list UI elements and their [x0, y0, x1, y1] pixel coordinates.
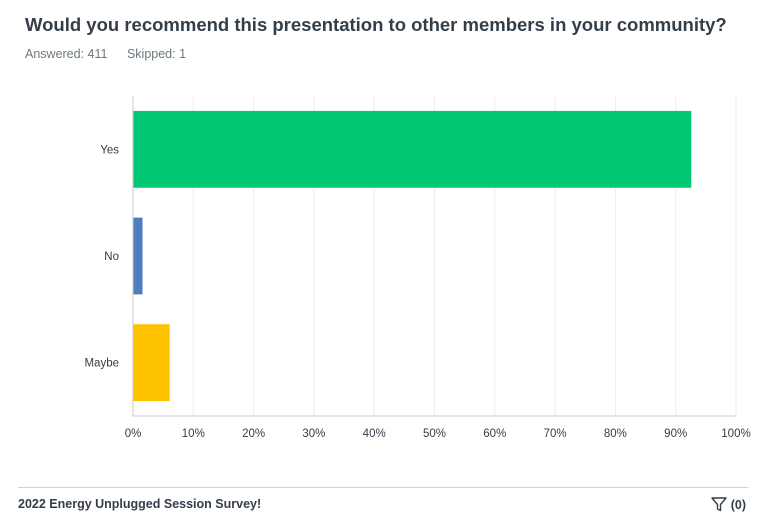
x-tick-label: 30%: [302, 428, 325, 440]
category-label: No: [104, 251, 119, 263]
x-tick-label: 10%: [182, 428, 205, 440]
x-tick-label: 60%: [483, 428, 506, 440]
bar-no[interactable]: [133, 217, 143, 295]
skipped-count: Skipped: 1: [126, 47, 187, 61]
x-tick-label: 20%: [242, 428, 265, 440]
filter-button[interactable]: (0): [711, 497, 746, 512]
category-label: Yes: [100, 144, 119, 156]
x-tick-label: 100%: [721, 428, 750, 440]
x-tick-label: 50%: [423, 428, 446, 440]
footer-divider: [18, 487, 748, 488]
answered-count: Answered: 411: [25, 47, 108, 61]
x-tick-label: 90%: [664, 428, 687, 440]
x-tick-label: 80%: [604, 428, 627, 440]
x-tick-label: 40%: [363, 428, 386, 440]
question-title: Would you recommend this presentation to…: [25, 14, 727, 35]
response-stats: Answered: 411 Skipped: 1: [25, 47, 202, 61]
category-label: Maybe: [84, 358, 119, 370]
filter-icon: [711, 497, 727, 512]
bar-chart: 0% 10% 20% 30% 40% 50% 60% 70% 80% 90% 100% Yes No Ma…: [84, 96, 751, 440]
x-tick-label: 0%: [125, 428, 142, 440]
bar-maybe[interactable]: [133, 324, 170, 402]
bar-yes[interactable]: [133, 110, 692, 188]
x-tick-label: 70%: [544, 428, 567, 440]
filter-count: (0): [730, 497, 746, 512]
survey-title: 2022 Energy Unplugged Session Survey!: [18, 497, 262, 511]
